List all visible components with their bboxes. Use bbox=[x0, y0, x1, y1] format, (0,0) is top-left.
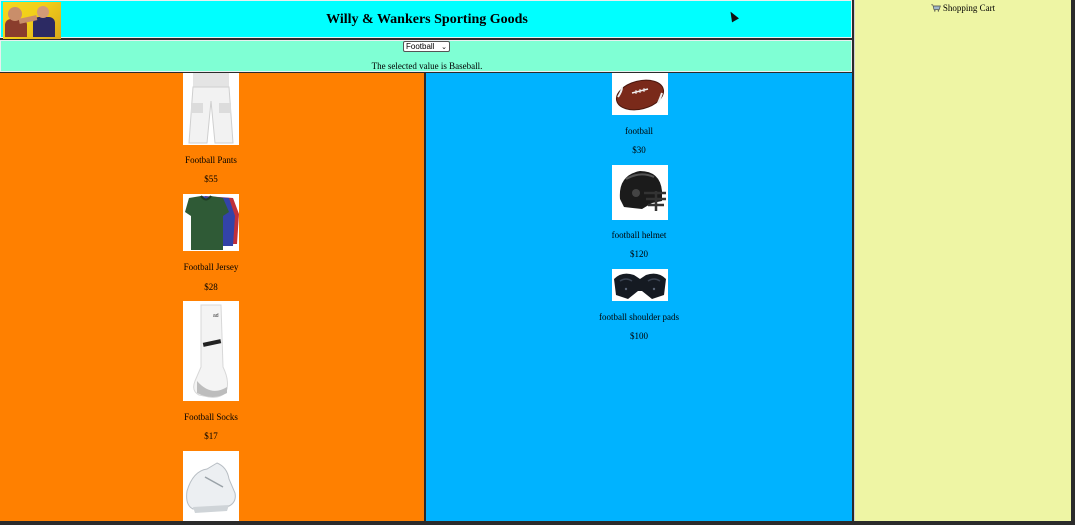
category-select-value: Football bbox=[406, 42, 435, 51]
product-image-football-pants[interactable] bbox=[183, 73, 239, 145]
page-title: Willy & Wankers Sporting Goods bbox=[326, 12, 528, 27]
product-column-right: football $30 football helmet $120 footba… bbox=[426, 73, 852, 521]
product-name: football helmet bbox=[611, 230, 667, 240]
product-price: $30 bbox=[632, 145, 646, 155]
product-name: Football Jersey bbox=[183, 262, 239, 272]
product-name: football shoulder pads bbox=[599, 312, 679, 322]
product-image-football-cleats[interactable] bbox=[183, 451, 239, 521]
product-column-left: Football Pants $55 Football Jersey $28 a… bbox=[0, 73, 424, 521]
product-image-football-helmet[interactable] bbox=[612, 165, 668, 220]
product-price: $28 bbox=[204, 282, 218, 292]
shopping-cart-button[interactable]: Shopping Cart bbox=[855, 3, 1071, 13]
product-image-football-jersey[interactable] bbox=[183, 194, 239, 251]
shopping-cart-label: Shopping Cart bbox=[942, 3, 996, 13]
product-price: $17 bbox=[204, 431, 218, 441]
product-name: Football Socks bbox=[184, 412, 238, 422]
product-image-football-shoulder-pads[interactable] bbox=[612, 269, 668, 301]
store-logo[interactable] bbox=[3, 2, 61, 39]
site-header: Willy & Wankers Sporting Goods bbox=[0, 0, 852, 39]
product-image-football-socks[interactable]: ad bbox=[183, 301, 239, 401]
chevron-down-icon: ⌄ bbox=[441, 44, 447, 51]
selected-value-text: The selected value is Baseball. bbox=[371, 61, 483, 71]
svg-text:ad: ad bbox=[213, 313, 219, 319]
product-name: Football Pants bbox=[185, 155, 237, 165]
filter-bar: Football ⌄ The selected value is Basebal… bbox=[0, 40, 852, 72]
shopping-cart-panel: Shopping Cart bbox=[854, 0, 1071, 521]
product-price: $120 bbox=[630, 249, 648, 259]
product-name: football bbox=[625, 126, 653, 136]
category-select[interactable]: Football ⌄ bbox=[403, 41, 450, 52]
product-image-football[interactable] bbox=[612, 73, 668, 115]
product-price: $100 bbox=[630, 331, 648, 341]
shopping-cart-icon bbox=[931, 4, 941, 12]
product-price: $55 bbox=[204, 174, 218, 184]
